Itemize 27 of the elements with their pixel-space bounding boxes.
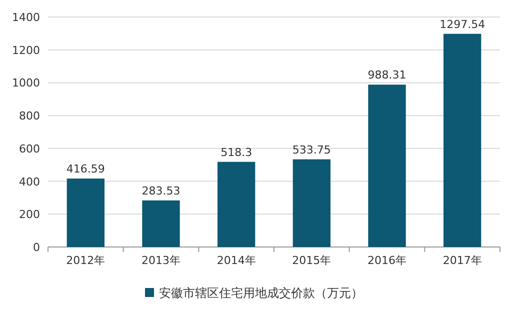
data-label: 988.31 bbox=[368, 68, 406, 82]
y-tick-label: 200 bbox=[19, 208, 40, 222]
x-tick-label: 2017年 bbox=[442, 254, 482, 267]
bar bbox=[66, 178, 104, 247]
x-tick-label: 2014年 bbox=[216, 254, 256, 267]
bar bbox=[142, 200, 180, 247]
x-tick-label: 2013年 bbox=[142, 254, 180, 267]
y-tick-label: 1000 bbox=[12, 76, 40, 90]
bar bbox=[368, 84, 406, 247]
y-tick-label: 600 bbox=[19, 142, 40, 156]
x-tick-label: 2015年 bbox=[292, 254, 332, 267]
data-label: 416.59 bbox=[66, 162, 105, 176]
x-tick-label: 2016年 bbox=[368, 254, 406, 267]
y-tick-label: 1200 bbox=[12, 44, 40, 57]
data-label: 1297.54 bbox=[440, 18, 486, 31]
bar bbox=[444, 34, 482, 247]
bar bbox=[218, 162, 256, 247]
data-label: 533.75 bbox=[292, 143, 331, 156]
bar bbox=[292, 159, 330, 247]
data-label: 283.53 bbox=[142, 184, 180, 198]
legend-label: 安徽市辖区住宅用地成交价款（万元） bbox=[159, 286, 363, 300]
data-label: 518.3 bbox=[220, 146, 252, 159]
y-tick-label: 1400 bbox=[12, 11, 40, 24]
y-tick-label: 0 bbox=[33, 241, 40, 254]
x-tick-label: 2012年 bbox=[66, 254, 106, 267]
y-tick-label: 400 bbox=[19, 175, 40, 188]
y-tick-label: 800 bbox=[19, 110, 40, 123]
